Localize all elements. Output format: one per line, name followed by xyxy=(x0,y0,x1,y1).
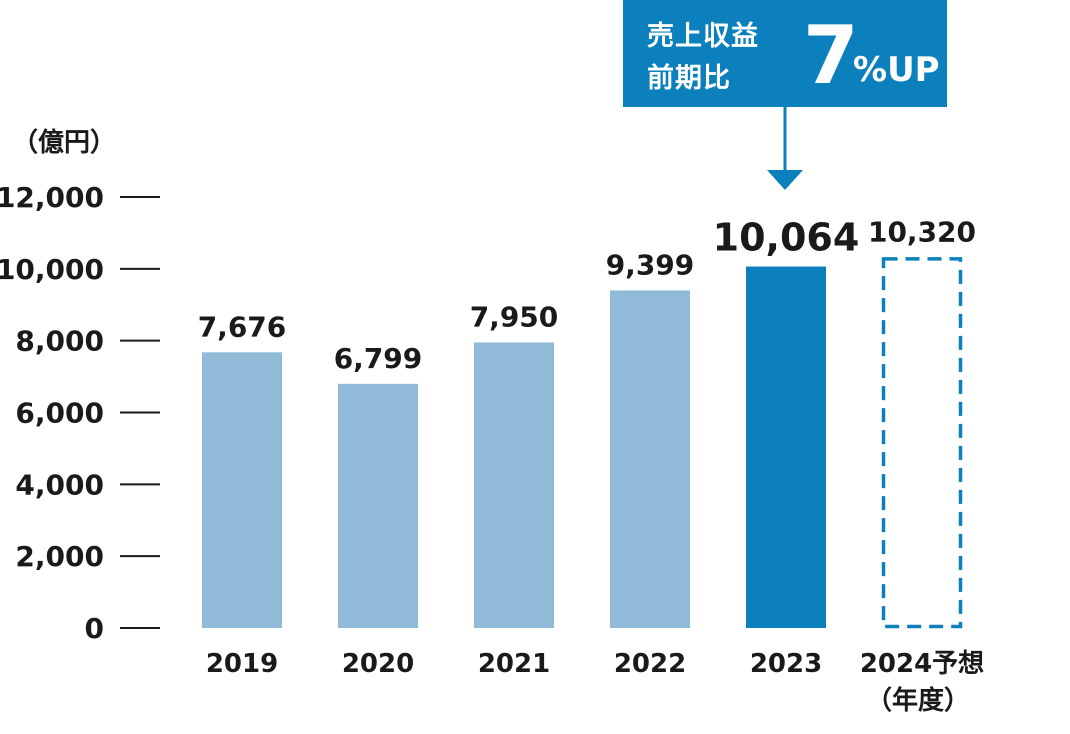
y-tick-label: 12,000 xyxy=(0,181,104,214)
x-tick-label: 2019 xyxy=(206,649,278,679)
bars: 7,676 6,799 7,950 9,399 10,064 10,320 xyxy=(198,215,976,629)
bar xyxy=(202,352,282,628)
x-tick-label: 2021 xyxy=(478,649,550,679)
x-axis-note: （年度） xyxy=(865,686,971,716)
callout-label-revenue: 売上収益 xyxy=(647,21,759,52)
bar xyxy=(610,290,690,628)
y-tick-label: 10,000 xyxy=(0,253,104,286)
x-axis: 2019 2020 2021 2022 2023 2024予想 xyxy=(206,649,984,679)
y-tick-label: 6,000 xyxy=(15,397,104,430)
bar-forecast xyxy=(881,257,963,629)
y-axis-unit-label: （億円） xyxy=(12,128,117,158)
bar-value-label: 6,799 xyxy=(334,342,423,375)
bar xyxy=(338,383,418,628)
y-tick-label: 4,000 xyxy=(15,468,104,501)
callout-value: 7 xyxy=(803,9,859,102)
bar-value-label: 10,064 xyxy=(713,216,860,260)
x-tick-label: 2022 xyxy=(614,649,686,679)
x-tick-label: 2020 xyxy=(342,649,414,679)
y-axis: 0 2,000 4,000 6,000 8,000 10,000 12,000 xyxy=(0,181,160,645)
bar-value-label: 7,676 xyxy=(198,310,287,343)
bar xyxy=(474,342,554,628)
callout-unit: %UP xyxy=(853,50,940,90)
bar-value-label: 9,399 xyxy=(606,248,695,281)
x-tick-label: 2023 xyxy=(750,649,822,679)
bar-highlight xyxy=(746,266,826,628)
bar-value-label: 10,320 xyxy=(868,215,976,248)
y-tick-label: 0 xyxy=(85,612,104,645)
x-tick-label: 2024予想 xyxy=(860,649,984,679)
callout-arrow-head xyxy=(767,170,803,190)
growth-callout: 売上収益 前期比 7 %UP xyxy=(623,0,947,107)
y-tick-label: 2,000 xyxy=(15,540,104,573)
callout-label-yoy: 前期比 xyxy=(647,63,731,94)
bar-value-label: 7,950 xyxy=(470,300,559,333)
y-tick-label: 8,000 xyxy=(15,325,104,358)
